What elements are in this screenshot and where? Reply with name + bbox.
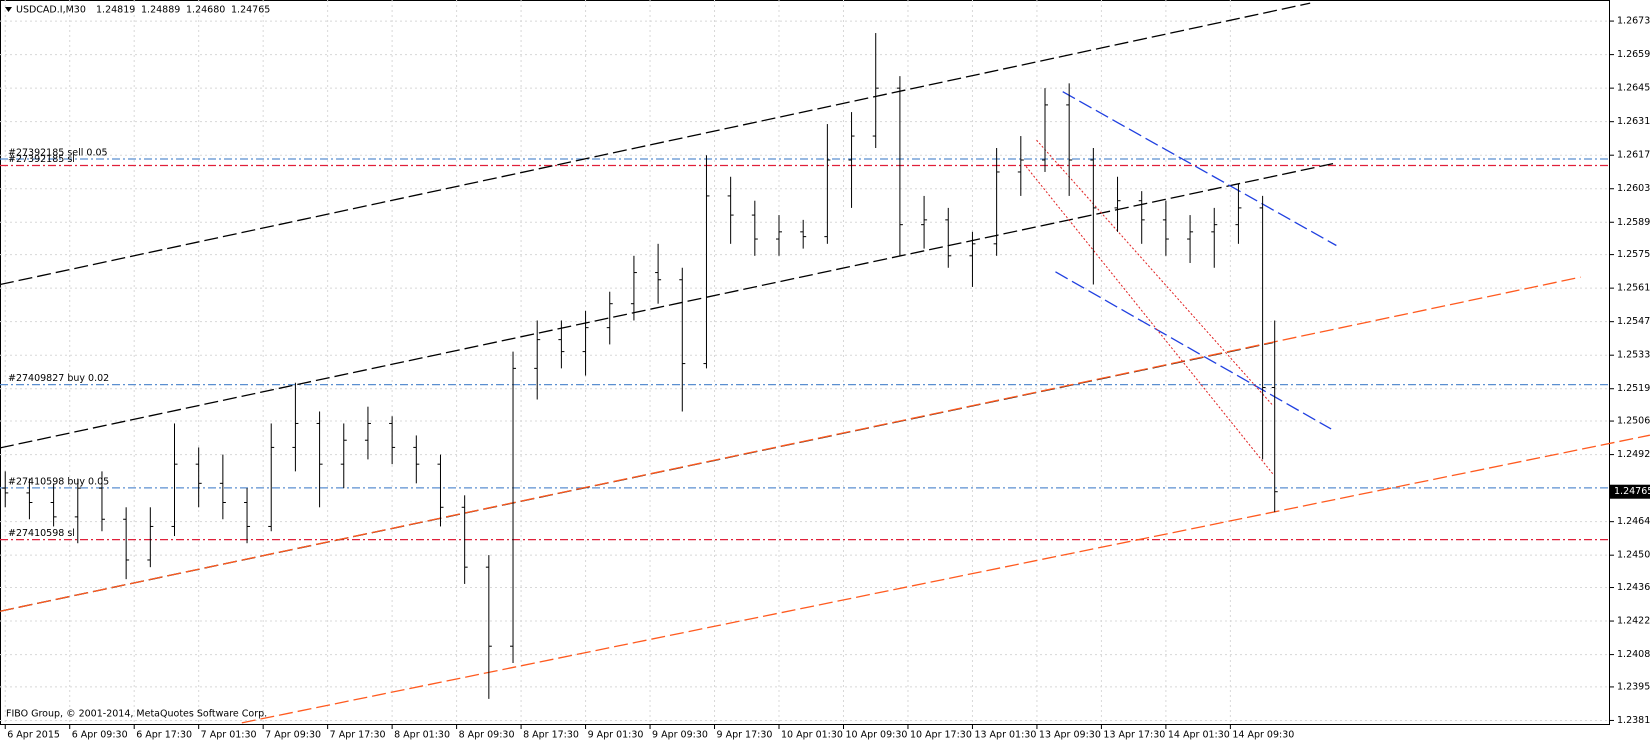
plot: #27392185 sell 0.05#27392185 sl #27409827… [0,0,1650,725]
y-tick-label: 1.24225 [1617,616,1650,627]
x-tick-label: 7 Apr 09:30 [265,730,321,741]
y-tick-label: 1.26170 [1617,150,1650,161]
y-tick-label: 1.24920 [1617,449,1650,460]
order-label: #27392185 sell 0.05 [8,148,108,159]
y-tick-label: 1.25060 [1617,416,1650,427]
trend-line [0,2,1311,286]
trend-line [241,434,1650,724]
x-tick-label: 6 Apr 09:30 [72,730,128,741]
y-tick-label: 1.26030 [1617,183,1650,194]
trend-line [1055,271,1332,430]
y-tick-label: 1.25890 [1617,217,1650,228]
close: 1.24765 [231,5,270,16]
y-tick-label: 1.23950 [1617,681,1650,692]
copyright: FIBO Group, © 2001-2014, MetaQuotes Soft… [6,709,267,720]
y-tick-label: 1.24640 [1617,516,1650,527]
x-tick-label: 13 Apr 17:30 [1103,730,1165,741]
x-tick-label: 8 Apr 01:30 [394,730,450,741]
y-tick-label: 1.2659 [1617,49,1650,60]
y-tick-label: 1.2631 [1617,116,1650,127]
x-tick-label: 10 Apr 01:30 [781,730,843,741]
high: 1.24889 [141,5,180,16]
trend-line [1025,166,1274,475]
open: 1.24819 [96,5,135,16]
x-tick-label: 13 Apr 09:30 [1039,730,1101,741]
y-tick-label: 1.25475 [1617,316,1650,327]
y-tick-label: 1.25335 [1617,350,1650,361]
menu-arrow[interactable] [5,7,12,12]
current-price-label: 1.24765 [1614,486,1650,497]
x-tick-label: 6 Apr 17:30 [136,730,192,741]
plot-frame [0,0,1610,725]
order-label: #27410598 sl [8,528,75,539]
trend-line [1062,91,1337,247]
x-tick-label: 8 Apr 09:30 [459,730,515,741]
header: USDCAD.I,M30 1.24819 1.24889 1.24680 1.2… [16,5,270,16]
x-tick-label: 13 Apr 01:30 [974,730,1036,741]
x-tick-label: 14 Apr 09:30 [1232,730,1294,741]
order-label: #27409827 buy 0.02 [8,373,109,384]
x-tick-label: 9 Apr 09:30 [652,730,708,741]
y-tick-label: 1.26450 [1617,83,1650,94]
order-label: #27410598 buy 0.05 [8,476,109,487]
trend-line [0,276,1581,612]
x-tick-label: 7 Apr 01:30 [201,730,257,741]
y-tick-label: 1.23810 [1617,715,1650,726]
x-tick-label: 6 Apr 2015 [7,730,60,741]
symbol: USDCAD.I,M30 [16,5,86,16]
x-tick-label: 7 Apr 17:30 [330,730,386,741]
y-tick-label: 1.26730 [1617,16,1650,27]
x-tick-label: 9 Apr 01:30 [588,730,644,741]
trend-line [1036,139,1274,407]
y-tick-label: 1.24085 [1617,649,1650,660]
order-label: #27392185 sl [8,154,75,165]
y-tick-label: 1.25195 [1617,383,1650,394]
current-price-box [1610,484,1650,499]
x-tick-label: 10 Apr 09:30 [845,730,907,741]
x-tick-label: 8 Apr 17:30 [523,730,579,741]
x-tick-label: 10 Apr 17:30 [910,730,972,741]
y-tick-label: 1.24365 [1617,582,1650,593]
y-tick-label: 1.24500 [1617,550,1650,561]
x-tick-label: 9 Apr 17:30 [717,730,773,741]
x-tick-label: 14 Apr 01:30 [1168,730,1230,741]
low: 1.24680 [186,5,225,16]
y-tick-label: 1.25615 [1617,283,1650,294]
y-tick-label: 1.25755 [1617,249,1650,260]
